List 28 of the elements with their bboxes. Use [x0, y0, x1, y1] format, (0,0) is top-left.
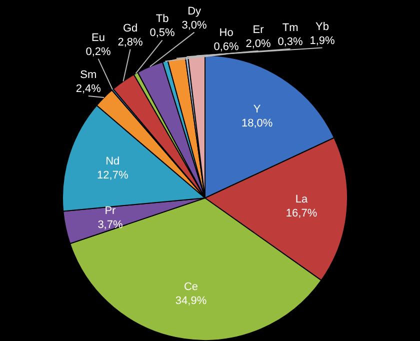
data-label: 2,4%: [76, 82, 102, 95]
slice-label: Yb: [316, 20, 330, 33]
slice-label: Ce: [184, 280, 198, 293]
data-label: 2,8%: [118, 36, 144, 48]
slice-label: Sm: [80, 68, 97, 81]
slice-label: Y: [253, 103, 262, 116]
slice-label: Tm: [282, 22, 298, 34]
data-label: 34,9%: [175, 294, 207, 307]
slice-label: Pr: [104, 205, 116, 218]
slice-label: Gd: [122, 22, 138, 34]
slice-label: Nd: [106, 156, 120, 168]
slice-label: Eu: [92, 32, 106, 44]
slice-label: Tb: [156, 13, 169, 26]
data-label: 3,0%: [182, 19, 208, 32]
data-label: 3,7%: [98, 219, 123, 232]
data-label: 1,9%: [310, 34, 336, 47]
slice-label: Ho: [219, 27, 234, 40]
data-label: 0,5%: [150, 27, 176, 40]
data-label: 2,0%: [246, 38, 272, 50]
data-label: 16,7%: [286, 208, 318, 220]
data-label: 0,6%: [214, 41, 240, 54]
data-label: 0,2%: [86, 46, 112, 58]
data-label: 18,0%: [241, 117, 273, 130]
slice-label: Dy: [188, 5, 202, 18]
data-label: 12,7%: [97, 170, 128, 182]
slice-label: Er: [252, 24, 264, 36]
data-label: 0,3%: [278, 36, 304, 48]
slice-label: La: [295, 194, 308, 206]
